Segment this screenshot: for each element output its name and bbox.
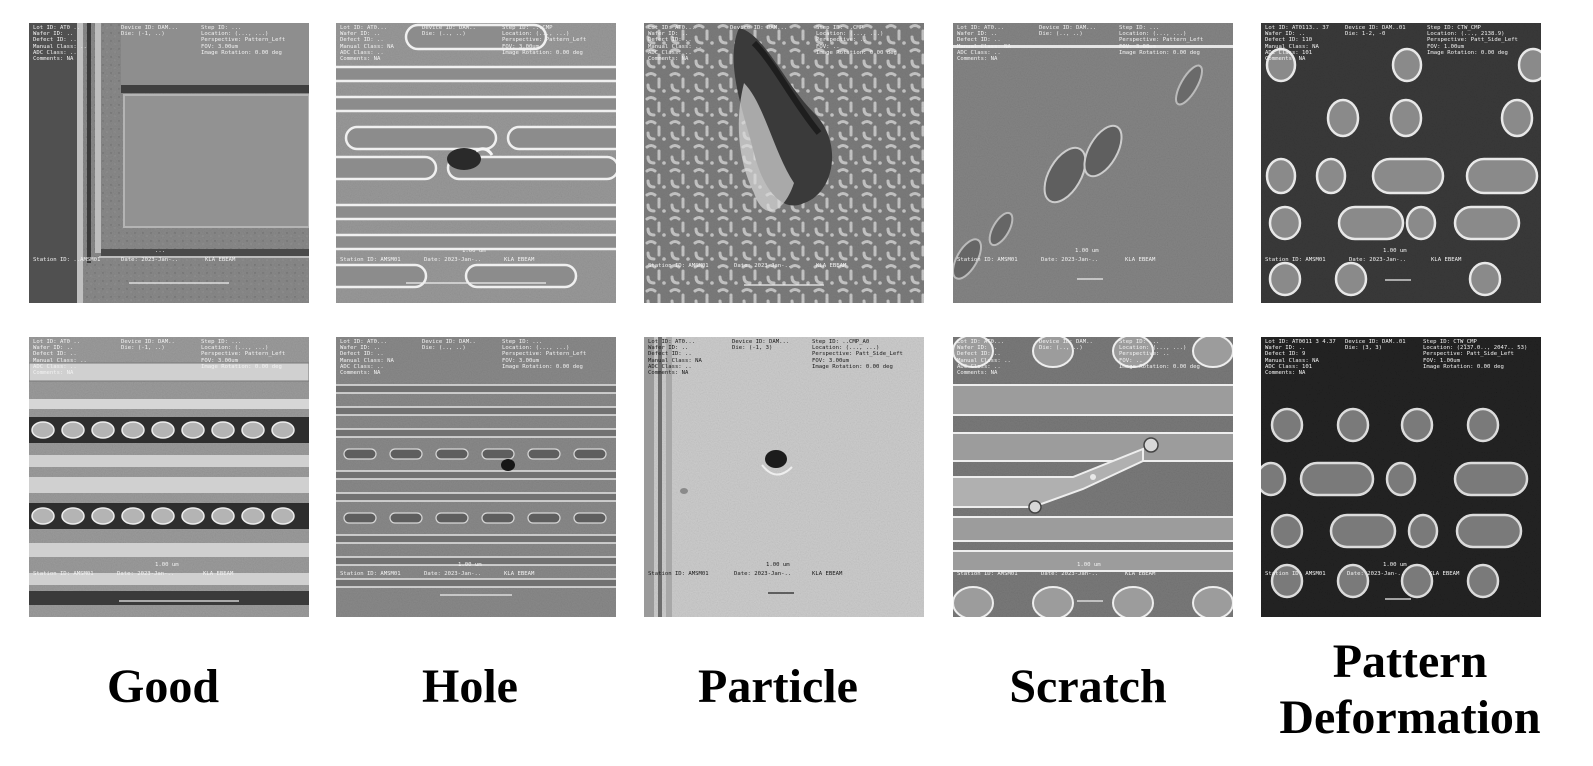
category-label-particle: Particle (698, 660, 858, 713)
category-label-scratch: Scratch (1009, 660, 1167, 713)
sem-image-scratch-1: Lot ID: AT0... Wafer ID: .. Defect ID: .. M… (953, 23, 1233, 303)
sem-image-hole-1: Lot ID: AT0... Wafer ID: .. Defect ID: .. M… (336, 23, 616, 303)
sem-pattern-hole-1 (336, 23, 616, 303)
sem-pattern-particle-1 (644, 23, 924, 303)
category-label-good: Good (106, 660, 220, 713)
sem-image-pattern-deformation-2: Lot ID: AT0011 3 4.37 Wafer ID: .. Defect … (1261, 337, 1541, 617)
sem-image-good-1: Lot ID: AT0 .. Wafer ID: .. Defect ID: .. M… (29, 23, 309, 303)
sem-pattern-scratch-1 (953, 23, 1233, 303)
sem-image-particle-1: Lot ID: AT0... Wafer ID: .. Defect ID: .. M… (644, 23, 924, 303)
sem-image-scratch-2: Lot ID: AT0... Wafer ID: .. Defect ID: .. M… (953, 337, 1233, 617)
sem-image-good-2: Lot ID: AT0 .. Wafer ID: .. Defect ID: .. M… (29, 337, 309, 617)
sem-pattern-good-1 (29, 23, 309, 303)
sem-pattern-scratch-2 (953, 337, 1233, 617)
sem-pattern-deformation-1 (1261, 23, 1541, 303)
sem-image-hole-2: Lot ID: AT0... Wafer ID: .. Defect ID: .. M… (336, 337, 616, 617)
sem-pattern-good-2 (29, 337, 309, 617)
category-label-pattern-deformation: Pattern Deformation (1279, 635, 1541, 744)
sem-pattern-hole-2 (336, 337, 616, 617)
sem-image-pattern-deformation-1: Lot ID: AT0113.. 37 Wafer ID: .. Defect ID… (1261, 23, 1541, 303)
sem-pattern-particle-2 (644, 337, 924, 617)
sem-pattern-deformation-2 (1261, 337, 1541, 617)
category-label-hole: Hole (422, 660, 518, 713)
sem-image-particle-2: Lot ID: AT0... Wafer ID: .. Defect ID: .. M… (644, 337, 924, 617)
